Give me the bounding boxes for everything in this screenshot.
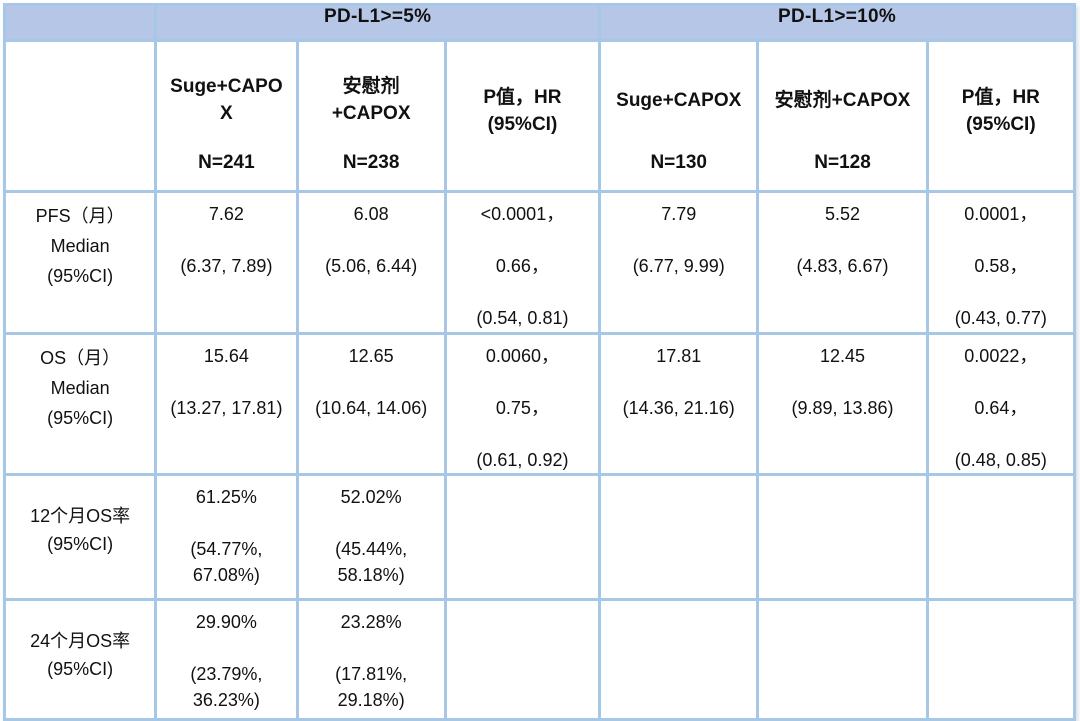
col-header-suge-5: Suge+CAPO X N=241 [154,39,299,193]
group-header-pdl1-10: PD-L1>=10% [598,3,1076,42]
data-cell: 0.0060， 0.75， (0.61, 0.92) [476,346,569,470]
pvalue-header: P值，HR (95%CI) [483,87,562,135]
data-cell: 5.52 (4.83, 6.67) [796,204,889,276]
blank-header-cell [2,39,158,193]
group-header-pdl1-5: PD-L1>=5% [154,3,602,42]
col-header-suge-10: Suge+CAPOX N=130 [598,39,760,193]
data-cell: <0.0001， 0.66， (0.54, 0.81) [476,204,569,328]
arm-name: Suge+CAPO X [170,76,283,124]
arm-n [449,174,596,184]
col-header-pvalue-10: P值，HR (95%CI) [925,39,1077,193]
data-cell: 17.81 (14.36, 21.16) [622,346,735,418]
data-cell [761,478,924,485]
row-label-pfs: PFS（月） Median (95%CI) [35,206,125,286]
data-cell: 7.62 (6.37, 7.89) [180,204,273,276]
data-cell: 0.0022， 0.64， (0.48, 0.85) [954,346,1047,470]
row-label-os-rate-12m: 12个月OS率 (95%CI) [30,506,131,554]
data-cell: 12.65 (10.64, 14.06) [315,346,428,418]
data-cell [930,603,1071,610]
arm-name: 安慰剂+CAPOX [774,89,911,111]
arm-n: N=238 [342,152,400,173]
data-cell [603,603,755,610]
data-cell: 6.08 (5.06, 6.44) [325,204,418,276]
pvalue-header: P值，HR (95%CI) [961,87,1040,135]
data-cell: 12.45 (9.89, 13.86) [791,346,894,418]
data-cell: 29.90% (23.79%, 36.23%) [190,612,263,710]
column-header-row: Suge+CAPO X N=241 安慰剂 +CAPOX N=238 P值，HR… [2,39,1077,193]
data-cell: 23.28% (17.81%, 29.18%) [335,612,408,710]
row-label-os: OS（月） Median (95%CI) [40,348,121,428]
arm-name: 安慰剂 +CAPOX [331,76,411,124]
group-header-row: PD-L1>=5% PD-L1>=10% [2,3,1076,42]
data-cell: 0.0001， 0.58， (0.43, 0.77) [954,204,1047,328]
table-row-os: OS（月） Median (95%CI) 15.64 (13.27, 17.81… [2,332,1077,476]
data-cell [761,603,924,610]
table-row-pfs: PFS（月） Median (95%CI) 7.62 (6.37, 7.89) … [2,190,1077,335]
data-cell [930,478,1071,485]
arm-name: Suge+CAPOX [616,89,742,111]
data-cell [603,478,755,485]
arm-n: N=128 [814,152,871,173]
table-row-os-rate-12m: 12个月OS率 (95%CI) 61.25% (54.77%, 67.08%) … [2,473,1077,601]
data-cell: 7.79 (6.77, 9.99) [632,204,725,276]
data-cell [448,603,596,610]
arm-n: N=241 [198,152,255,173]
arm-n [931,174,1071,184]
data-cell: 15.64 (13.27, 17.81) [170,346,283,418]
table-row-os-rate-24m: 24个月OS率 (95%CI) 29.90% (23.79%, 36.23%) … [2,598,1077,721]
arm-n: N=130 [650,152,707,173]
col-header-placebo-10: 安慰剂+CAPOX N=128 [756,39,929,193]
data-cell: 61.25% (54.77%, 67.08%) [190,487,263,585]
corner-cell [2,3,158,42]
data-cell: 52.02% (45.44%, 58.18%) [335,487,408,585]
col-header-pvalue-5: P值，HR (95%CI) [443,39,602,193]
results-table: PD-L1>=5% PD-L1>=10% Suge+CAPO X N=241 安… [2,3,1077,721]
row-label-os-rate-24m: 24个月OS率 (95%CI) [30,631,131,679]
col-header-placebo-5: 安慰剂 +CAPOX N=238 [295,39,447,193]
data-cell [448,478,596,485]
